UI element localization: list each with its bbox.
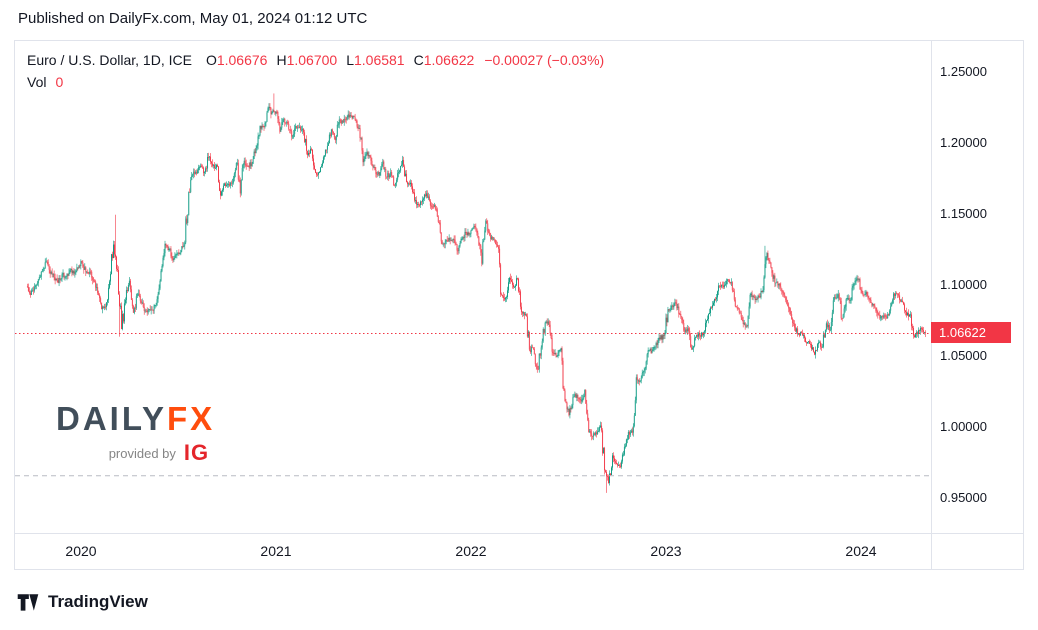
- price-axis[interactable]: 1.25000 1.20000 1.15000 1.10000 1.05000 1.000…: [932, 41, 1023, 533]
- year-tick-label: 2021: [260, 543, 292, 559]
- ohlc-close-key: C: [413, 52, 424, 68]
- ohlc-close: C1.06622: [414, 52, 475, 68]
- provided-by-text: provided by: [108, 445, 176, 461]
- ohlc-low-value: 1.06581: [353, 52, 405, 68]
- ohlc-open-value: 1.06676: [216, 52, 268, 68]
- ohlc-high-key: H: [276, 52, 287, 68]
- time-axis[interactable]: 2020 2021 2022 2023 2024: [15, 534, 931, 569]
- dailyfx-daily-text: DAILY: [56, 400, 167, 437]
- time-axis-separator: [15, 533, 1023, 534]
- symbol-title[interactable]: Euro / U.S. Dollar, 1D, ICE: [27, 52, 192, 68]
- chart-legend: Euro / U.S. Dollar, 1D, ICE O1.06676 H1.06…: [27, 52, 604, 90]
- volume-value: 0: [55, 74, 64, 90]
- year-tick-label: 2022: [455, 543, 487, 559]
- ohlc-close-value: 1.06622: [423, 52, 475, 68]
- price-tick-label: 1.00000: [940, 419, 987, 434]
- tradingview-logo-icon[interactable]: [16, 590, 40, 614]
- ohlc-low: L1.06581: [346, 52, 404, 68]
- price-tick-label: 1.10000: [940, 277, 987, 292]
- publish-line: Published on DailyFx.com, May 01, 2024 0…: [18, 10, 368, 27]
- price-tick-label: 1.25000: [940, 64, 987, 79]
- tradingview-text[interactable]: TradingView: [48, 592, 148, 611]
- last-price-label: 1.06622: [931, 322, 1011, 343]
- candlestick-chart[interactable]: [15, 41, 931, 533]
- tradingview-footer[interactable]: TradingView: [16, 590, 148, 614]
- ohlc-high-value: 1.06700: [286, 52, 338, 68]
- change-value: −0.00027 (−0.03%): [484, 52, 605, 68]
- price-tick-label: 1.05000: [940, 348, 987, 363]
- ohlc-open: O1.06676: [206, 52, 268, 68]
- legend-row-main: Euro / U.S. Dollar, 1D, ICE O1.06676 H1.06…: [27, 52, 604, 68]
- price-axis-separator: [931, 41, 932, 569]
- year-tick-label: 2023: [650, 543, 682, 559]
- price-tick-label: 0.95000: [940, 490, 987, 505]
- dailyfx-fx-text: FX: [166, 400, 216, 437]
- year-tick-label: 2020: [65, 543, 97, 559]
- chart-frame: Euro / U.S. Dollar, 1D, ICE O1.06676 H1.06…: [14, 40, 1024, 570]
- ohlc-low-key: L: [346, 52, 354, 68]
- ohlc-open-key: O: [205, 52, 217, 68]
- price-tick-label: 1.15000: [940, 206, 987, 221]
- provided-by-row: provided by IG: [56, 440, 215, 466]
- ohlc-high: H1.06700: [276, 52, 337, 68]
- year-tick-label: 2024: [845, 543, 877, 559]
- dailyfx-logo: DAILYFX provided by IG: [56, 400, 216, 466]
- dailyfx-wordmark: DAILYFX: [56, 400, 216, 437]
- legend-row-volume: Vol 0: [27, 74, 604, 90]
- price-tick-label: 1.20000: [940, 135, 987, 150]
- volume-label: Vol: [27, 74, 47, 90]
- ig-logo: IG: [183, 440, 210, 466]
